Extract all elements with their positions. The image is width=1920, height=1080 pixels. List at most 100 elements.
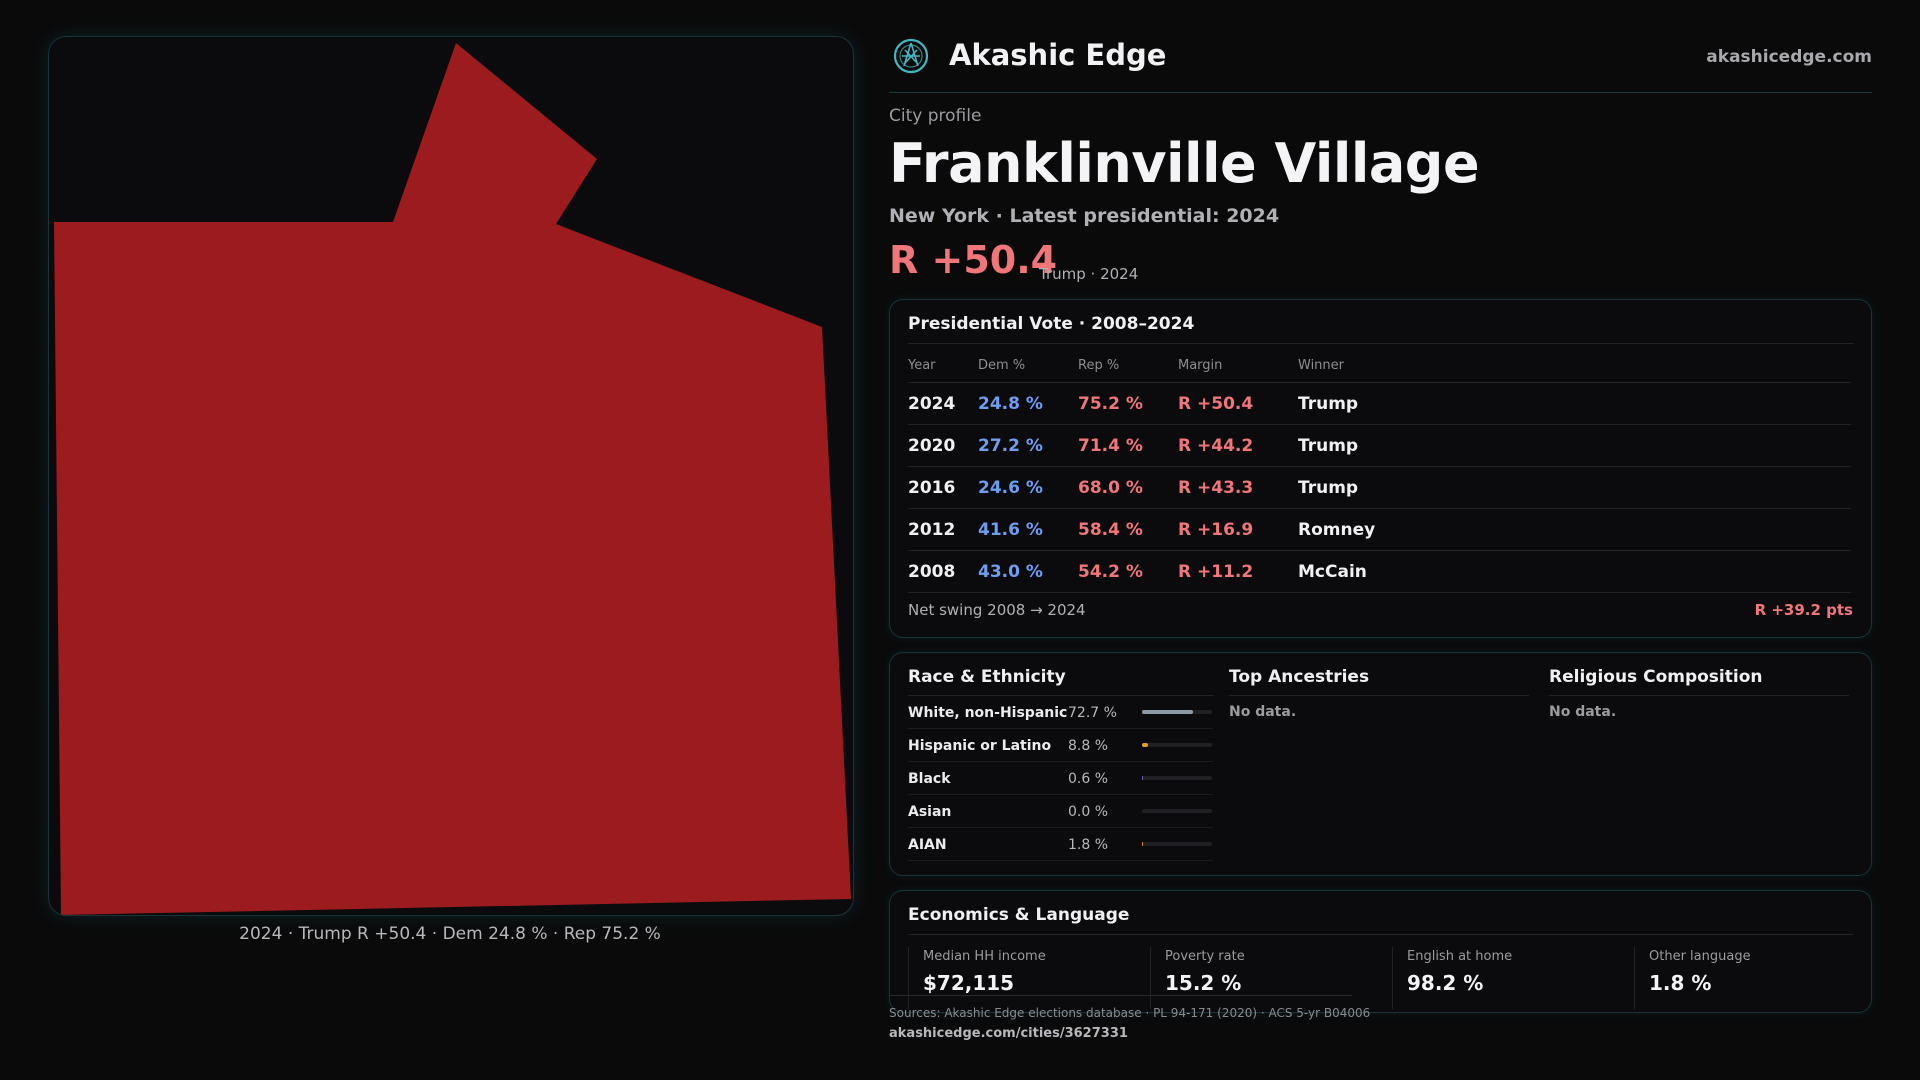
race-bar-track xyxy=(1142,743,1212,747)
list-item: White, non-Hispanic 72.7 % xyxy=(908,696,1213,729)
cell-winner: McCain xyxy=(1298,550,1851,593)
cell-year: 2016 xyxy=(908,466,978,509)
latest-margin: R +50.4 xyxy=(889,238,1058,282)
stat-label: English at home xyxy=(1407,949,1513,964)
stat-value: 15.2 % xyxy=(1165,971,1242,995)
permalink[interactable]: akashicedge.com/cities/3627331 xyxy=(889,1026,1128,1041)
cell-margin: R +11.2 xyxy=(1178,550,1298,593)
divider xyxy=(889,995,1352,996)
header-rep: Rep % xyxy=(1078,348,1178,383)
economics-card: Economics & Language Median HH income $7… xyxy=(889,890,1872,1013)
ancestries-section: Top Ancestries No data. xyxy=(1229,667,1529,720)
table-row: 2012 41.6 % 58.4 % R +16.9 Romney xyxy=(908,508,1851,551)
cell-winner: Trump xyxy=(1298,466,1851,509)
latest-margin-detail: Trump · 2024 xyxy=(1039,265,1139,283)
economics-title: Economics & Language xyxy=(908,905,1130,925)
cell-rep: 54.2 % xyxy=(1078,550,1178,593)
table-row: 2024 24.8 % 75.2 % R +50.4 Trump xyxy=(908,382,1851,425)
vote-card-title: Presidential Vote · 2008–2024 xyxy=(908,314,1195,334)
race-bar-fill xyxy=(1142,710,1193,714)
page-title: Franklinville Village xyxy=(889,132,1480,195)
stat-other-language: Other language 1.8 % xyxy=(1634,947,1875,1009)
divider xyxy=(908,695,1213,696)
map-caption: 2024 · Trump R +50.4 · Dem 24.8 % · Rep … xyxy=(239,924,661,944)
race-pct: 72.7 % xyxy=(1068,705,1117,721)
net-swing-label: Net swing 2008 → 2024 xyxy=(908,601,1086,619)
net-swing-value: R +39.2 pts xyxy=(1754,601,1853,619)
race-ethnicity-section: Race & Ethnicity White, non-Hispanic 72.… xyxy=(908,667,1213,861)
cell-dem: 27.2 % xyxy=(978,424,1078,467)
cell-dem: 24.6 % xyxy=(978,466,1078,509)
stat-poverty-rate: Poverty rate 15.2 % xyxy=(1150,947,1391,1009)
city-boundary-map[interactable] xyxy=(48,36,854,916)
divider xyxy=(1549,695,1849,696)
site-url[interactable]: akashicedge.com xyxy=(1706,47,1872,67)
brand-name[interactable]: Akashic Edge xyxy=(949,38,1167,72)
cell-winner: Trump xyxy=(1298,424,1851,467)
religion-title: Religious Composition xyxy=(1549,667,1763,687)
header-margin: Margin xyxy=(1178,348,1298,383)
cell-year: 2020 xyxy=(908,424,978,467)
race-label: Hispanic or Latino xyxy=(908,738,1052,754)
page-subtitle: New York · Latest presidential: 2024 xyxy=(889,205,1280,227)
site-header: Akashic Edge akashicedge.com xyxy=(889,38,1872,93)
race-pct: 1.8 % xyxy=(1068,837,1109,853)
list-item: Asian 0.0 % xyxy=(908,795,1213,828)
divider xyxy=(1229,695,1529,696)
race-title: Race & Ethnicity xyxy=(908,667,1066,687)
race-bar-fill xyxy=(1142,743,1149,747)
vote-table: Year Dem % Rep % Margin Winner 2024 24.8… xyxy=(908,348,1851,593)
header-year: Year xyxy=(908,348,978,383)
stat-value: 98.2 % xyxy=(1407,971,1484,995)
page-eyebrow: City profile xyxy=(889,106,982,126)
stat-label: Other language xyxy=(1649,949,1751,964)
demographics-card: Race & Ethnicity White, non-Hispanic 72.… xyxy=(889,652,1872,876)
city-boundary-shape[interactable] xyxy=(54,43,851,915)
list-item: Black 0.6 % xyxy=(908,762,1213,795)
header-dem: Dem % xyxy=(978,348,1078,383)
ancestries-empty: No data. xyxy=(1229,704,1297,720)
divider xyxy=(908,343,1853,344)
cell-year: 2008 xyxy=(908,550,978,593)
race-bar-fill xyxy=(1142,842,1144,846)
race-pct: 0.6 % xyxy=(1068,771,1109,787)
cell-dem: 43.0 % xyxy=(978,550,1078,593)
cell-rep: 71.4 % xyxy=(1078,424,1178,467)
cell-margin: R +50.4 xyxy=(1178,382,1298,425)
sources-note: Sources: Akashic Edge elections database… xyxy=(889,1006,1371,1020)
stat-english-at-home: English at home 98.2 % xyxy=(1392,947,1633,1009)
cell-rep: 58.4 % xyxy=(1078,508,1178,551)
race-bar-track xyxy=(1142,776,1212,780)
race-label: Asian xyxy=(908,804,952,820)
religion-empty: No data. xyxy=(1549,704,1617,720)
header-winner: Winner xyxy=(1298,348,1851,383)
list-item: Hispanic or Latino 8.8 % xyxy=(908,729,1213,762)
compass-globe-icon[interactable] xyxy=(893,38,929,74)
race-list: White, non-Hispanic 72.7 % Hispanic or L… xyxy=(908,696,1213,861)
cell-margin: R +43.3 xyxy=(1178,466,1298,509)
cell-winner: Romney xyxy=(1298,508,1851,551)
race-label: White, non-Hispanic xyxy=(908,705,1068,721)
cell-margin: R +16.9 xyxy=(1178,508,1298,551)
race-pct: 8.8 % xyxy=(1068,738,1109,754)
cell-dem: 24.8 % xyxy=(978,382,1078,425)
cell-rep: 75.2 % xyxy=(1078,382,1178,425)
presidential-vote-card: Presidential Vote · 2008–2024 Year Dem %… xyxy=(889,299,1872,638)
stat-label: Poverty rate xyxy=(1165,949,1245,964)
race-bar-track xyxy=(1142,710,1212,714)
cell-margin: R +44.2 xyxy=(1178,424,1298,467)
table-row: 2008 43.0 % 54.2 % R +11.2 McCain xyxy=(908,550,1851,593)
map-svg xyxy=(54,43,851,915)
cell-dem: 41.6 % xyxy=(978,508,1078,551)
stat-median-income: Median HH income $72,115 xyxy=(908,947,1149,1009)
race-pct: 0.0 % xyxy=(1068,804,1109,820)
race-bar-track xyxy=(1142,842,1212,846)
cell-winner: Trump xyxy=(1298,382,1851,425)
cell-year: 2024 xyxy=(908,382,978,425)
race-label: AIAN xyxy=(908,837,947,853)
stat-value: 1.8 % xyxy=(1649,971,1712,995)
table-row: 2020 27.2 % 71.4 % R +44.2 Trump xyxy=(908,424,1851,467)
divider xyxy=(908,934,1853,935)
list-item: AIAN 1.8 % xyxy=(908,828,1213,861)
religion-section: Religious Composition No data. xyxy=(1549,667,1849,720)
